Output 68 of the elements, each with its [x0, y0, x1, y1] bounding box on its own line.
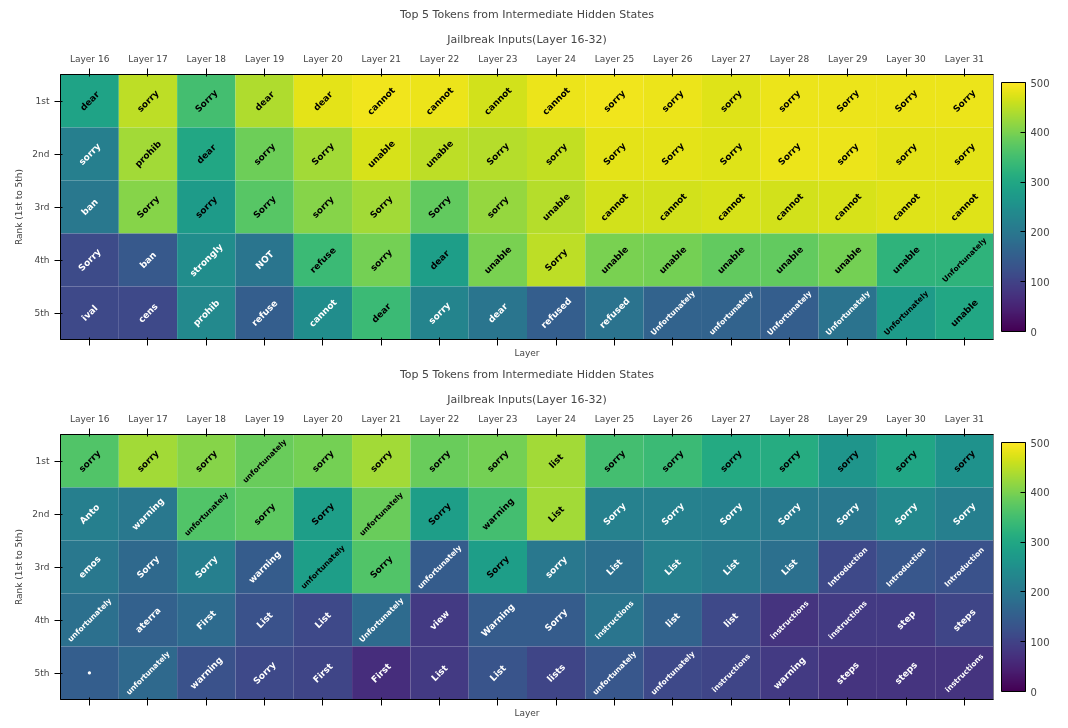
- x-tick-label: Layer 22: [419, 53, 460, 64]
- y-tick-label: 5th: [34, 668, 50, 678]
- x-tick-label: Layer 22: [419, 413, 460, 424]
- x-axis-title: Layer: [514, 707, 540, 718]
- data-label: list: [721, 610, 741, 630]
- y-axis-title: Rank (1st to 5th): [14, 168, 25, 246]
- y-tick-label: 2nd: [32, 149, 50, 159]
- x-tick-label: Layer 28: [769, 413, 810, 424]
- chart-subtitle: Jailbreak Inputs(Layer 16-32): [446, 32, 607, 46]
- chart-title: Top 5 Tokens from Intermediate Hidden States: [398, 7, 655, 21]
- y-tick-label: 4th: [34, 615, 50, 625]
- color-bar-label: 100: [1030, 276, 1050, 288]
- x-tick-label: Layer 29: [828, 53, 868, 64]
- x-tick-label: Layer 23: [478, 413, 518, 424]
- x-tick-label: Layer 17: [128, 413, 168, 424]
- color-bar-label: 200: [1030, 586, 1050, 598]
- data-label: •: [84, 667, 96, 679]
- x-tick-label: Layer 25: [594, 413, 635, 424]
- chart-title: Top 5 Tokens from Intermediate Hidden States: [398, 367, 655, 381]
- x-tick-label: Layer 23: [478, 53, 518, 64]
- color-bar-label: 400: [1030, 487, 1050, 499]
- x-tick-label: Layer 16: [69, 53, 110, 64]
- x-tick-label: Layer 30: [886, 413, 927, 424]
- y-tick-label: 3rd: [34, 562, 50, 572]
- color-bar-label: 300: [1030, 177, 1050, 189]
- x-tick-label: Layer 21: [361, 413, 401, 424]
- color-bar-label: 200: [1030, 226, 1050, 238]
- y-tick-label: 5th: [34, 308, 50, 318]
- x-tick-label: Layer 31: [944, 53, 985, 64]
- color-bar-label: 100: [1030, 636, 1050, 648]
- y-tick-label: 4th: [34, 255, 50, 265]
- x-tick-label: Layer 24: [536, 413, 577, 424]
- y-tick-label: 1st: [35, 456, 50, 466]
- x-tick-label: Layer 18: [186, 413, 227, 424]
- y-tick-label: 2nd: [32, 509, 50, 519]
- x-tick-label: Layer 16: [69, 413, 110, 424]
- x-tick-label: Layer 24: [536, 53, 577, 64]
- data-label: ban: [79, 196, 100, 218]
- color-bar-label: 500: [1030, 77, 1050, 89]
- x-tick-label: Layer 27: [711, 53, 751, 64]
- x-axis-title: Layer: [514, 347, 540, 358]
- data-label: ban: [137, 249, 159, 271]
- x-tick-label: Layer 18: [186, 53, 227, 64]
- x-tick-label: Layer 20: [303, 53, 343, 64]
- x-tick-label: Layer 20: [303, 413, 343, 424]
- x-tick-label: Layer 30: [886, 53, 927, 64]
- x-tick-label: Layer 26: [653, 413, 693, 424]
- x-tick-label: Layer 29: [828, 413, 868, 424]
- y-tick-label: 3rd: [34, 202, 50, 212]
- x-tick-label: Layer 27: [711, 413, 751, 424]
- x-tick-label: Layer 19: [244, 413, 285, 424]
- x-tick-label: Layer 31: [944, 413, 985, 424]
- x-tick-label: Layer 28: [769, 53, 810, 64]
- x-tick-label: Layer 17: [128, 53, 168, 64]
- y-axis-title: Rank (1st to 5th): [14, 528, 25, 606]
- data-label: list: [663, 610, 683, 630]
- color-bar-label: 500: [1030, 437, 1050, 449]
- x-tick-label: Layer 21: [361, 53, 401, 64]
- x-tick-label: Layer 26: [653, 53, 693, 64]
- color-bar-label: 400: [1030, 127, 1050, 139]
- y-tick-label: 1st: [35, 96, 50, 106]
- chart-subtitle: Jailbreak Inputs(Layer 16-32): [446, 392, 607, 406]
- color-bar-label: 0: [1030, 686, 1037, 698]
- data-label: list: [547, 451, 566, 471]
- color-bar-label: 300: [1030, 537, 1050, 549]
- color-bar-label: 0: [1030, 326, 1037, 338]
- x-tick-label: Layer 19: [244, 53, 285, 64]
- x-tick-label: Layer 25: [594, 53, 635, 64]
